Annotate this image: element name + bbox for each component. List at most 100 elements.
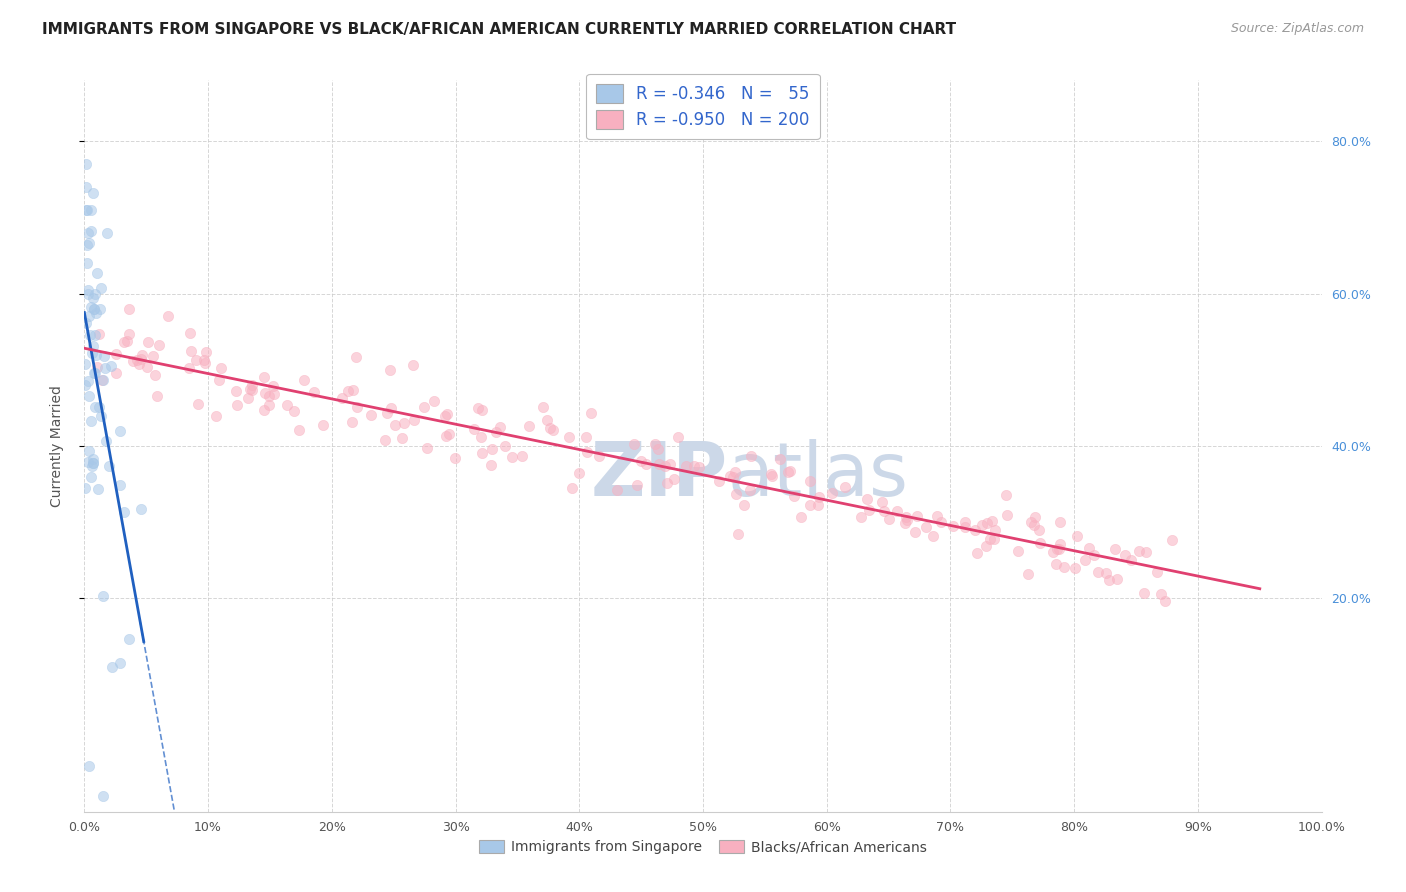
Point: [94, 360, 117, 375]
Point: [675, 458, 697, 473]
Point: [76, 238, 98, 252]
Point: [412, 400, 434, 414]
Point: [733, 499, 755, 513]
Point: [75, 180, 97, 194]
Point: [283, 403, 305, 417]
Point: [257, 398, 280, 412]
Point: [423, 394, 446, 409]
Point: [576, 444, 599, 458]
Point: [1021, 515, 1043, 529]
Point: [332, 391, 354, 405]
Point: [118, 632, 141, 646]
Point: [108, 656, 131, 670]
Point: [97, 458, 120, 473]
Point: [588, 449, 610, 463]
Point: [79, 310, 101, 324]
Point: [342, 383, 364, 397]
Point: [740, 483, 762, 498]
Point: [724, 487, 747, 501]
Point: [1154, 594, 1177, 608]
Point: [253, 369, 276, 384]
Point: [180, 343, 202, 358]
Point: [1098, 573, 1121, 587]
Point: [108, 424, 131, 438]
Point: [561, 481, 583, 495]
Point: [724, 465, 747, 479]
Point: [1049, 515, 1071, 529]
Point: [346, 400, 368, 414]
Point: [953, 515, 976, 529]
Point: [647, 457, 669, 471]
Point: [1007, 544, 1029, 558]
Point: [86, 359, 108, 374]
Point: [84, 328, 107, 343]
Point: [966, 546, 988, 560]
Point: [131, 352, 153, 367]
Point: [112, 505, 135, 519]
Point: [606, 483, 628, 497]
Point: [100, 660, 122, 674]
Point: [84, 306, 107, 320]
Point: [510, 449, 533, 463]
Point: [872, 495, 894, 509]
Point: [436, 407, 458, 421]
Point: [112, 334, 135, 349]
Point: [384, 418, 406, 433]
Point: [344, 350, 367, 364]
Point: [122, 354, 145, 368]
Point: [439, 427, 461, 442]
Point: [77, 226, 100, 240]
Point: [877, 511, 900, 525]
Point: [709, 474, 731, 488]
Point: [1161, 533, 1184, 547]
Point: [856, 491, 879, 506]
Point: [1083, 548, 1105, 562]
Point: [903, 524, 925, 539]
Point: [479, 458, 502, 472]
Point: [148, 338, 170, 352]
Point: [970, 518, 993, 533]
Point: [80, 203, 103, 218]
Point: [471, 403, 494, 417]
Point: [893, 516, 915, 531]
Point: [896, 513, 918, 527]
Point: [433, 409, 456, 423]
Point: [905, 508, 928, 523]
Point: [1107, 572, 1129, 586]
Point: [1063, 561, 1085, 575]
Point: [82, 458, 104, 473]
Point: [541, 423, 564, 437]
Point: [666, 430, 689, 444]
Point: [723, 469, 745, 483]
Point: [242, 383, 264, 397]
Point: [118, 301, 141, 316]
Point: [225, 398, 247, 412]
Point: [75, 357, 97, 371]
Point: [557, 430, 579, 444]
Point: [494, 439, 516, 453]
Point: [471, 445, 494, 459]
Point: [79, 759, 101, 773]
Point: [340, 415, 363, 429]
Point: [141, 349, 163, 363]
Point: [82, 456, 104, 470]
Point: [657, 476, 679, 491]
Point: [75, 481, 97, 495]
Point: [821, 486, 844, 500]
Point: [75, 317, 97, 331]
Point: [568, 466, 591, 480]
Point: [128, 357, 150, 371]
Point: [374, 433, 396, 447]
Point: [740, 449, 762, 463]
Point: [378, 362, 401, 376]
Point: [463, 422, 485, 436]
Point: [80, 414, 103, 428]
Point: [108, 477, 131, 491]
Point: [718, 468, 741, 483]
Point: [790, 510, 813, 524]
Point: [921, 528, 943, 542]
Point: [799, 474, 821, 488]
Point: [208, 372, 231, 386]
Point: [195, 344, 218, 359]
Point: [662, 472, 685, 486]
